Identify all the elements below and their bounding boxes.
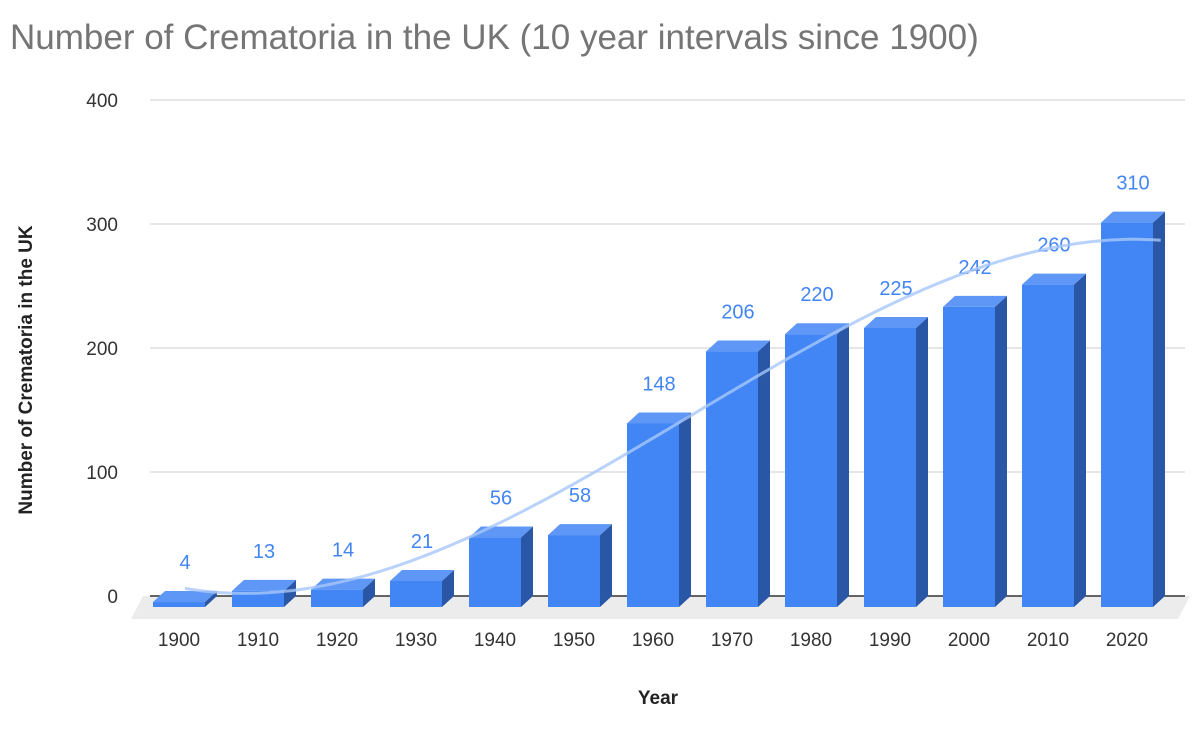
bar-side [205,591,217,607]
bar-side [442,569,454,607]
bar-top [232,579,296,591]
data-label: 14 [332,540,354,562]
x-tick-label: 2020 [1106,630,1148,651]
x-tick-label: 1980 [790,630,832,651]
data-label: 260 [1037,235,1070,257]
bar-top [153,591,217,603]
bar [864,328,916,607]
bar-top [1101,211,1165,223]
bar [548,535,600,607]
y-tick-label: 200 [86,339,118,360]
bar-side [679,412,691,607]
data-label: 220 [800,284,833,306]
bar [469,537,521,607]
bar-top [943,295,1007,307]
bar-side [363,578,375,607]
x-tick-label: 1950 [553,630,595,651]
bar-side [1153,211,1165,607]
x-tick-label: 2010 [1027,630,1069,651]
bar [390,580,442,607]
bar-side [995,295,1007,607]
bar-top [548,524,612,536]
y-tick-label: 0 [107,587,118,608]
bar-top [1022,273,1086,285]
bar [785,334,837,607]
data-label: 21 [411,531,433,553]
bar-top [785,323,849,335]
data-label: 206 [721,302,754,324]
bar [1101,222,1153,607]
bar-top [864,317,928,328]
bar [943,306,995,607]
x-tick-label: 1960 [632,630,674,651]
bar-side [758,340,770,607]
bar-top [706,340,770,352]
data-label: 148 [642,373,675,395]
bar [706,351,758,607]
bar-top [311,578,375,590]
x-tick-label: 2000 [948,630,990,651]
trendline [184,237,1161,595]
bar [627,423,679,607]
x-tick-label: 1930 [395,630,437,651]
bar [1022,284,1074,607]
x-tick-label: 1920 [316,630,358,651]
data-label: 13 [253,541,275,563]
bar-top [390,569,454,581]
y-tick-label: 100 [86,463,118,484]
data-label: 58 [569,485,591,507]
data-label: 225 [879,278,912,300]
y-tick-label: 400 [86,91,118,112]
bar-side [521,526,533,607]
x-tick-label: 1910 [237,630,279,651]
x-axis-label: Year [637,688,679,709]
bar-side [1074,273,1086,607]
x-tick-label: 1970 [711,630,753,651]
x-tick-label: 1990 [869,630,911,651]
bar-side [600,524,612,607]
bar-side [837,323,849,607]
x-tick-label: 1940 [474,630,516,651]
y-tick-label: 300 [86,215,118,236]
x-tick-label: 1900 [158,630,200,651]
bar-top [627,412,691,424]
data-label: 4 [179,552,190,574]
chart-title: Number of Crematoria in the UK (10 year … [10,18,979,57]
data-label: 56 [490,488,512,510]
data-label: 310 [1116,173,1149,195]
bar [311,589,363,607]
bar-side [916,317,928,607]
bar [153,602,205,607]
bar-side [284,579,296,607]
bar [232,590,284,607]
